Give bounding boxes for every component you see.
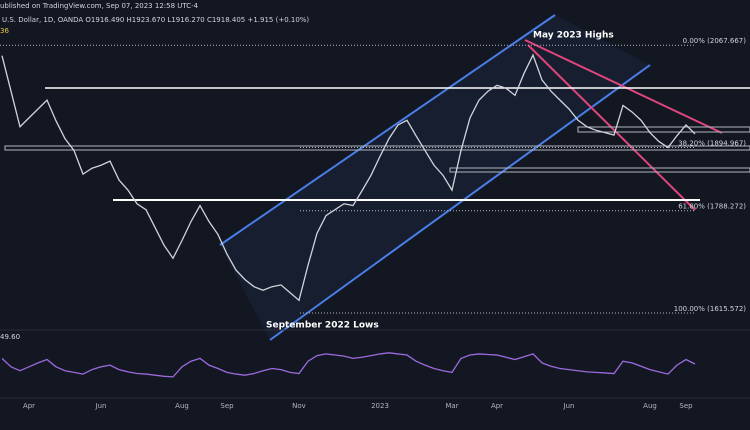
fib-label: 100.00% (1615.572) bbox=[674, 305, 747, 313]
channel-lower bbox=[269, 64, 651, 341]
x-tick-label: Nov bbox=[292, 402, 306, 410]
x-tick-label: Apr bbox=[23, 402, 35, 410]
x-tick-label: Jun bbox=[563, 402, 575, 410]
x-tick-label: Aug bbox=[175, 402, 189, 410]
rsi-reading: 49.60 bbox=[0, 333, 20, 341]
x-tick-label: 2023 bbox=[371, 402, 389, 410]
trendline bbox=[524, 39, 723, 134]
fib-label: 61.80% (1788.272) bbox=[678, 203, 746, 211]
x-tick-label: Apr bbox=[491, 402, 503, 410]
symbol-info: U.S. Dollar, 1D, OANDA O1916.490 H1923.6… bbox=[2, 16, 309, 24]
channel-upper bbox=[219, 14, 556, 246]
x-tick-label: Mar bbox=[445, 402, 458, 410]
x-tick-label: Aug bbox=[643, 402, 657, 410]
annotation: May 2023 Highs bbox=[533, 31, 614, 41]
fib-label: 38.20% (1894.967) bbox=[678, 140, 746, 148]
fib-label: 0.00% (2067.667) bbox=[683, 37, 747, 45]
resistance-zone bbox=[577, 126, 750, 133]
support-zone bbox=[449, 167, 750, 173]
annotation: September 2022 Lows bbox=[266, 321, 379, 331]
rsi-line bbox=[1, 352, 696, 378]
x-tick-label: Sep bbox=[220, 402, 234, 410]
x-tick-label: Sep bbox=[679, 402, 693, 410]
channel-fill bbox=[220, 15, 650, 340]
publisher: ublished on TradingView.com, Sep 07, 202… bbox=[0, 2, 199, 10]
indicator-value: 36 bbox=[0, 27, 9, 35]
price-line bbox=[1, 53, 696, 302]
support-zone bbox=[4, 145, 750, 151]
x-tick-label: Jun bbox=[95, 402, 107, 410]
